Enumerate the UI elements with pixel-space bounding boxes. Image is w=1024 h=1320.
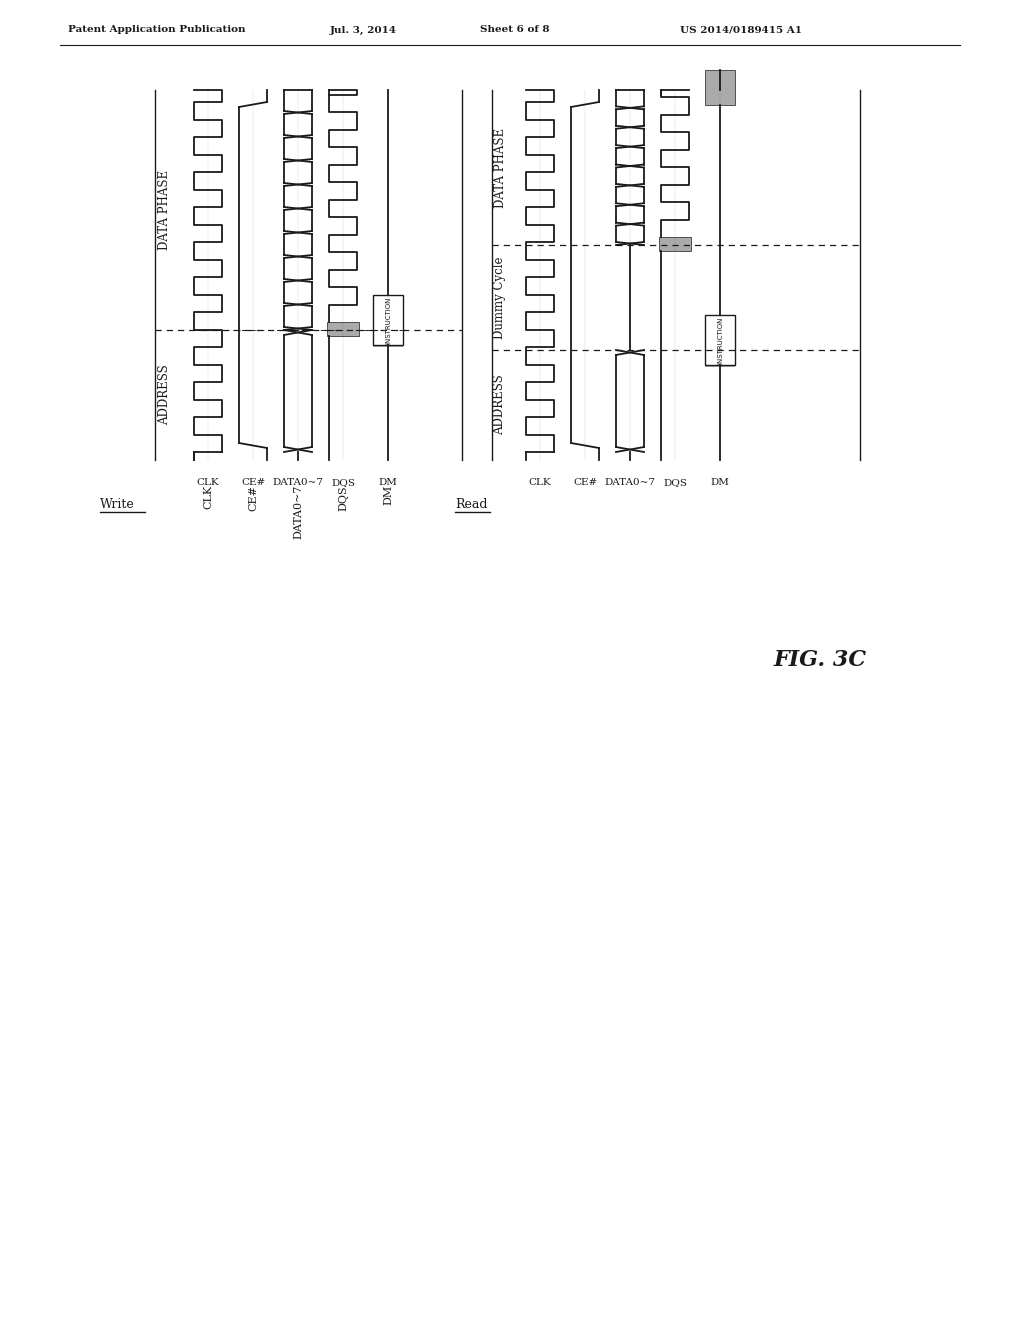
Bar [705, 315, 735, 366]
Text: Dummy Cycle: Dummy Cycle [494, 256, 507, 339]
Text: Patent Application Publication: Patent Application Publication [68, 25, 246, 34]
Text: ADDRESS: ADDRESS [159, 364, 171, 425]
Text: CE#: CE# [572, 478, 597, 487]
Text: Write: Write [100, 499, 135, 511]
Text: DM: DM [711, 478, 729, 487]
Bar [659, 238, 691, 251]
Text: DATA0~7: DATA0~7 [604, 478, 655, 487]
Text: DATA0~7: DATA0~7 [293, 484, 303, 540]
Text: DQS: DQS [338, 484, 348, 511]
Text: ADDRESS: ADDRESS [494, 375, 507, 436]
Bar [705, 70, 735, 106]
Text: Jul. 3, 2014: Jul. 3, 2014 [330, 25, 397, 34]
Text: Read: Read [455, 499, 487, 511]
Text: DATA PHASE: DATA PHASE [159, 170, 171, 249]
Text: Sheet 6 of 8: Sheet 6 of 8 [480, 25, 550, 34]
Text: DATA PHASE: DATA PHASE [494, 128, 507, 207]
Text: INSTRUCTION: INSTRUCTION [385, 296, 391, 343]
Bar [705, 351, 735, 367]
Text: US 2014/0189415 A1: US 2014/0189415 A1 [680, 25, 802, 34]
Text: CE#: CE# [248, 484, 258, 511]
Text: DM: DM [383, 484, 393, 506]
Text: CLK: CLK [528, 478, 551, 487]
Text: CE#: CE# [241, 478, 265, 487]
Text: DATA0~7: DATA0~7 [272, 478, 324, 487]
Text: DQS: DQS [663, 478, 687, 487]
Text: CLK: CLK [197, 478, 219, 487]
Text: DQS: DQS [331, 478, 355, 487]
Text: INSTRUCTION: INSTRUCTION [717, 317, 723, 364]
Text: DM: DM [379, 478, 397, 487]
Bar [327, 322, 359, 337]
Text: FIG. 3C: FIG. 3C [773, 649, 866, 671]
Bar [373, 331, 403, 347]
Bar [373, 294, 403, 345]
Text: CLK: CLK [203, 484, 213, 510]
